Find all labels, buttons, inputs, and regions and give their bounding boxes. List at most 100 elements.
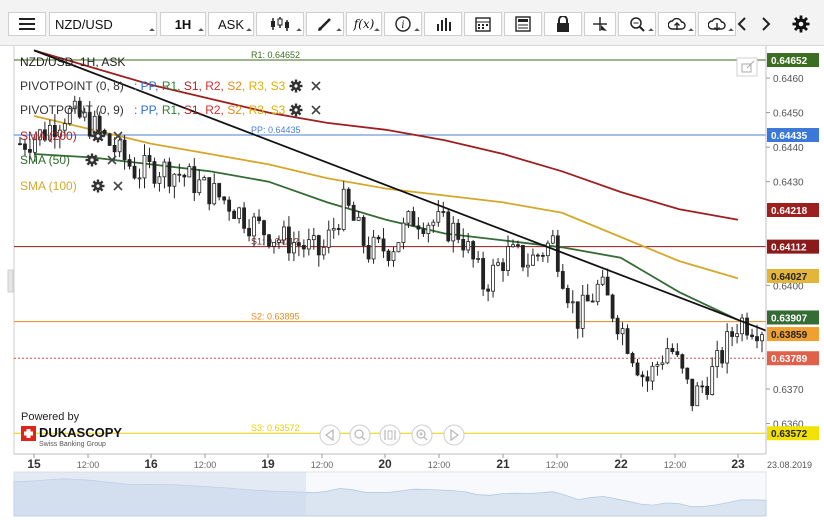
nav-forward-button[interactable] (443, 424, 465, 446)
candle (640, 374, 645, 378)
instrument-label: NZD/USD (55, 16, 113, 32)
candle (162, 161, 167, 178)
y-tick-label: 0.6370 (773, 385, 804, 396)
price-tag-3-text: 0.63859 (771, 330, 808, 341)
level-tag-s1 (767, 239, 819, 254)
candle (386, 250, 391, 261)
candle (401, 222, 406, 243)
candle (645, 376, 650, 382)
menu-button[interactable] (8, 12, 46, 36)
price-tag-2-text: 0.63907 (771, 313, 808, 324)
chevron-right-icon (762, 17, 771, 31)
candle (750, 334, 754, 337)
candle (97, 115, 102, 131)
indicators-button[interactable]: f(x) (346, 12, 382, 36)
scroll-left-button[interactable] (732, 12, 752, 36)
x-tick-label: 12:00 (664, 460, 687, 470)
candle (122, 139, 127, 160)
gear-icon[interactable] (85, 153, 99, 167)
price-chart[interactable]: R1: 0.64652 PP: 0.64435 S1: 0.64112 S2: 0.6… (0, 46, 824, 520)
candle (521, 245, 525, 268)
candle (381, 238, 386, 252)
close-icon[interactable] (311, 81, 321, 91)
candle (570, 301, 575, 304)
bar-chart-icon (437, 18, 451, 31)
nav-fit-button[interactable] (379, 424, 401, 446)
scroll-right-button[interactable] (756, 12, 776, 36)
close-icon[interactable] (107, 155, 117, 165)
period-selector[interactable]: 1H (160, 12, 206, 36)
candle (471, 241, 476, 260)
candle (426, 224, 431, 235)
nav-zoom-out-button[interactable] (349, 424, 371, 446)
left-scroll-handle[interactable] (7, 269, 14, 293)
gear-icon[interactable] (289, 79, 303, 93)
sma-100-line (33, 115, 739, 280)
chart-navigation (319, 424, 465, 446)
candle (675, 351, 680, 356)
chart-title: NZD/USD, 1H, ASK (20, 55, 125, 69)
candle (655, 364, 660, 367)
candle (262, 220, 266, 236)
candle (685, 367, 690, 380)
chevron-left-icon (737, 17, 746, 31)
lock-button[interactable] (544, 12, 582, 36)
download-button[interactable] (698, 12, 736, 36)
instrument-selector[interactable]: NZD/USD (49, 12, 157, 36)
candle (565, 287, 570, 304)
nav-back-button[interactable] (319, 424, 341, 446)
price-tag-2 (767, 310, 819, 325)
candle (346, 188, 351, 206)
price-tag-1-text: 0.64027 (771, 272, 808, 283)
lock-icon (557, 16, 569, 32)
candle (710, 366, 715, 395)
chart-type-button[interactable] (256, 12, 304, 36)
brand-subtitle: Swiss Banking Group (39, 441, 106, 448)
candle (152, 161, 157, 184)
candle (287, 226, 291, 254)
candle (102, 129, 107, 135)
candle (580, 294, 585, 329)
settings-button[interactable] (790, 12, 812, 36)
upload-button[interactable] (658, 12, 696, 36)
candle (23, 143, 27, 150)
nav-zoom-in-button[interactable] (411, 424, 433, 446)
candle (282, 226, 286, 241)
price-tag-3 (767, 327, 819, 342)
level-tag-pp-text: 0.64435 (771, 131, 808, 142)
candle (232, 210, 237, 219)
candle (486, 288, 491, 292)
crosshair-button[interactable] (584, 12, 616, 36)
side-selector[interactable]: ASK (208, 12, 254, 36)
x-tick-label: 16 (144, 457, 158, 471)
candle (252, 216, 256, 237)
draw-tool-button[interactable] (306, 12, 344, 36)
popout-icon[interactable] (736, 57, 758, 77)
candle (590, 300, 595, 303)
candle (461, 239, 466, 251)
zoom-button[interactable] (618, 12, 656, 36)
gear-icon[interactable] (91, 129, 105, 143)
close-icon[interactable] (113, 131, 123, 141)
close-icon[interactable] (311, 105, 321, 115)
candle (550, 235, 555, 244)
candle (396, 242, 401, 253)
dropdown-arrow-icon (149, 28, 155, 34)
gear-icon[interactable] (91, 179, 105, 193)
candle (341, 188, 346, 230)
plot-area[interactable] (14, 46, 766, 454)
x-tick-label: 12:00 (311, 460, 334, 470)
news-button[interactable] (504, 12, 542, 36)
function-icon: f(x) (353, 17, 375, 31)
navigator-strip[interactable] (13, 471, 767, 517)
volume-button[interactable] (424, 12, 462, 36)
trend-line[interactable] (33, 49, 767, 332)
info-button[interactable]: i (384, 12, 422, 36)
close-icon[interactable] (113, 181, 123, 191)
navigator-window[interactable] (14, 472, 306, 516)
candle (127, 159, 132, 167)
gear-icon[interactable] (289, 103, 303, 117)
calendar-button[interactable] (464, 12, 502, 36)
candle (242, 207, 246, 229)
candle (431, 221, 436, 226)
